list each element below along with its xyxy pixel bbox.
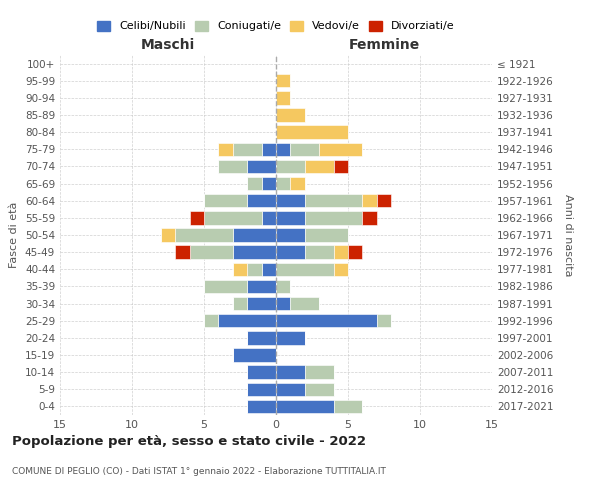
Bar xyxy=(247,382,276,396)
Bar xyxy=(247,160,276,173)
Bar xyxy=(247,194,276,207)
Bar xyxy=(247,331,276,344)
Bar xyxy=(247,366,276,379)
Bar xyxy=(334,160,348,173)
Bar xyxy=(190,246,233,259)
Bar xyxy=(290,177,305,190)
Bar xyxy=(377,314,391,328)
Bar xyxy=(233,297,247,310)
Bar xyxy=(305,366,334,379)
Bar xyxy=(204,194,247,207)
Bar xyxy=(175,228,233,241)
Bar xyxy=(276,108,305,122)
Bar xyxy=(276,331,305,344)
Bar xyxy=(276,142,290,156)
Bar xyxy=(276,91,290,104)
Bar xyxy=(276,177,290,190)
Bar xyxy=(276,228,305,241)
Bar xyxy=(233,246,276,259)
Text: Femmine: Femmine xyxy=(349,38,419,52)
Bar xyxy=(319,142,362,156)
Bar xyxy=(204,314,218,328)
Bar xyxy=(233,262,247,276)
Bar xyxy=(233,228,276,241)
Bar xyxy=(247,262,262,276)
Bar xyxy=(190,211,204,224)
Bar xyxy=(262,262,276,276)
Bar xyxy=(276,194,305,207)
Bar xyxy=(276,366,305,379)
Bar xyxy=(290,142,319,156)
Bar xyxy=(247,280,276,293)
Bar xyxy=(377,194,391,207)
Bar xyxy=(276,126,348,139)
Bar xyxy=(247,177,262,190)
Bar xyxy=(305,160,334,173)
Bar xyxy=(348,246,362,259)
Bar xyxy=(305,228,348,241)
Bar xyxy=(204,280,247,293)
Bar xyxy=(305,246,334,259)
Bar xyxy=(276,297,290,310)
Text: Maschi: Maschi xyxy=(141,38,195,52)
Bar xyxy=(276,400,334,413)
Bar xyxy=(305,211,362,224)
Bar xyxy=(218,142,233,156)
Bar xyxy=(247,297,276,310)
Bar xyxy=(334,400,362,413)
Bar xyxy=(362,211,377,224)
Bar xyxy=(262,177,276,190)
Bar xyxy=(362,194,377,207)
Bar xyxy=(276,314,377,328)
Bar xyxy=(276,246,305,259)
Bar xyxy=(161,228,175,241)
Text: Popolazione per età, sesso e stato civile - 2022: Popolazione per età, sesso e stato civil… xyxy=(12,435,366,448)
Bar xyxy=(233,348,276,362)
Bar xyxy=(276,262,334,276)
Bar xyxy=(204,211,262,224)
Bar xyxy=(334,262,348,276)
Y-axis label: Anni di nascita: Anni di nascita xyxy=(563,194,573,276)
Bar xyxy=(290,297,319,310)
Bar xyxy=(276,211,305,224)
Text: COMUNE DI PEGLIO (CO) - Dati ISTAT 1° gennaio 2022 - Elaborazione TUTTITALIA.IT: COMUNE DI PEGLIO (CO) - Dati ISTAT 1° ge… xyxy=(12,468,386,476)
Bar xyxy=(218,314,276,328)
Bar xyxy=(175,246,190,259)
Bar xyxy=(334,246,348,259)
Bar xyxy=(233,142,262,156)
Bar xyxy=(218,160,247,173)
Y-axis label: Fasce di età: Fasce di età xyxy=(10,202,19,268)
Bar xyxy=(276,74,290,88)
Bar xyxy=(305,194,362,207)
Bar xyxy=(276,382,305,396)
Bar xyxy=(262,142,276,156)
Bar xyxy=(262,211,276,224)
Legend: Celibi/Nubili, Coniugati/e, Vedovi/e, Divorziati/e: Celibi/Nubili, Coniugati/e, Vedovi/e, Di… xyxy=(94,18,458,35)
Bar xyxy=(276,160,305,173)
Bar xyxy=(276,280,290,293)
Bar xyxy=(247,400,276,413)
Bar xyxy=(305,382,334,396)
